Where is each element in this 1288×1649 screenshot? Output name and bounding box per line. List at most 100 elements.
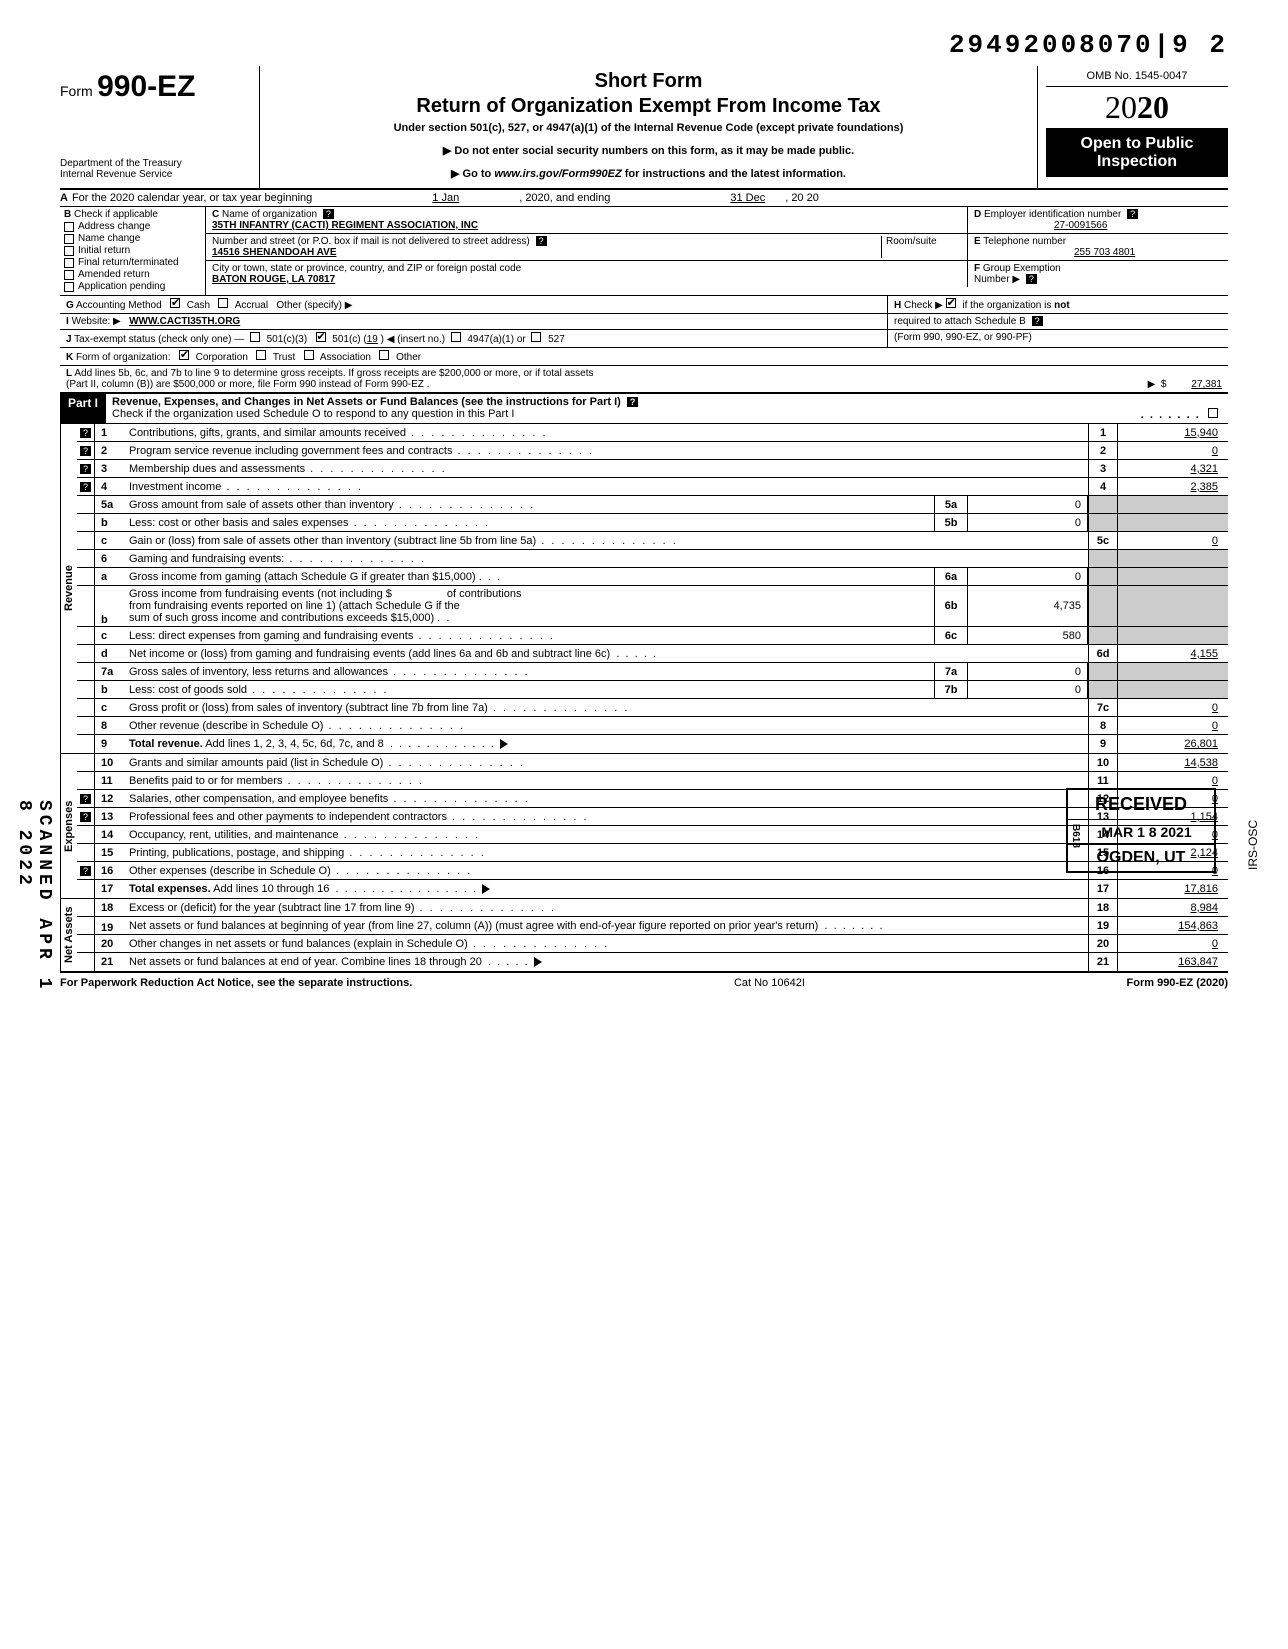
line-desc: Gross income from gaming (attach Schedul…: [125, 569, 934, 585]
chk-app-pending[interactable]: [64, 282, 74, 292]
form-line-7a: 7aGross sales of inventory, less returns…: [77, 663, 1228, 681]
help-icon: ?: [80, 866, 91, 876]
phone-value: 255 703 4801: [1074, 247, 1135, 258]
chk-address-change[interactable]: [64, 222, 74, 232]
h-text2: if the organization is: [962, 300, 1054, 311]
lbl-501c: 501(c) (: [332, 334, 366, 345]
scanned-stamp: SCANNED APR 1 8 2022: [14, 800, 54, 1019]
col-b: B Check if applicable Address change Nam…: [60, 207, 206, 295]
line-number: 3: [95, 463, 125, 475]
right-line-no: [1088, 663, 1118, 680]
h-not: not: [1054, 300, 1070, 311]
row-a-text: For the 2020 calendar year, or tax year …: [72, 192, 312, 204]
right-line-no: 4: [1088, 478, 1118, 495]
line-number: c: [95, 535, 125, 547]
city-lbl: City or town, state or province, country…: [212, 263, 521, 274]
form-line-6d: dNet income or (loss) from gaming and fu…: [77, 645, 1228, 663]
line-number: 1: [95, 427, 125, 439]
form-line-9: 9Total revenue. Add lines 1, 2, 3, 4, 5c…: [77, 735, 1228, 753]
line-desc: Gaming and fundraising events:: [125, 551, 1088, 567]
stamp-b618: B618: [1070, 824, 1081, 848]
chk-schedule-o[interactable]: [1208, 408, 1218, 418]
right-line-val: 0: [1118, 532, 1228, 549]
chk-527[interactable]: [531, 332, 541, 342]
h-text5: (Form 990, 990-EZ, or 990-PF): [894, 332, 1032, 343]
line-desc: Less: cost or other basis and sales expe…: [125, 515, 934, 531]
f-label: F: [974, 263, 980, 274]
f-lbl2: Number ▶: [974, 274, 1020, 285]
line-number: 7a: [95, 666, 125, 678]
chk-initial-return[interactable]: [64, 246, 74, 256]
right-line-val: 0: [1118, 442, 1228, 459]
help-icon: ?: [80, 482, 91, 492]
d-label: D: [974, 209, 981, 220]
right-line-no: 1: [1088, 424, 1118, 441]
website-value: WWW.CACTI35TH.ORG: [129, 316, 240, 327]
line-number: 16: [95, 865, 125, 877]
right-line-no: 18: [1088, 899, 1118, 916]
chk-501c[interactable]: [316, 332, 326, 342]
footer-mid: Cat No 10642I: [734, 977, 805, 989]
goto-url: www.irs.gov/Form990EZ: [494, 168, 621, 180]
i-label: I: [66, 316, 69, 327]
chk-501c3[interactable]: [250, 332, 260, 342]
right-line-val: [1118, 496, 1228, 513]
right-line-val: [1118, 681, 1228, 698]
line-number: 4: [95, 481, 125, 493]
part1-checkline: Check if the organization used Schedule …: [112, 408, 514, 420]
tax-year: 2020: [1046, 87, 1228, 129]
form-subtitle: Under section 501(c), 527, or 4947(a)(1)…: [268, 122, 1029, 134]
h-label: H: [894, 300, 901, 311]
row-a-tail: , 20 20: [785, 192, 819, 204]
form-line-19: 19Net assets or fund balances at beginni…: [77, 917, 1228, 935]
line-number: 20: [95, 938, 125, 950]
help-icon: ?: [80, 794, 91, 804]
chk-amended[interactable]: [64, 270, 74, 280]
form-line-11: 11Benefits paid to or for members110: [77, 772, 1228, 790]
line-desc: Membership dues and assessments: [125, 461, 1088, 477]
mid-line-val: 0: [968, 681, 1088, 698]
line-desc: Contributions, gifts, grants, and simila…: [125, 425, 1088, 441]
right-line-no: [1088, 681, 1118, 698]
chk-cash[interactable]: [170, 298, 180, 308]
chk-trust[interactable]: [256, 350, 266, 360]
right-line-val: 0: [1118, 772, 1228, 789]
right-line-val: 0: [1118, 717, 1228, 734]
help-icon: ?: [80, 812, 91, 822]
help-icon: ?: [1032, 316, 1043, 326]
mid-line-no: 5b: [934, 514, 968, 531]
chk-name-change[interactable]: [64, 234, 74, 244]
row-a: A For the 2020 calendar year, or tax yea…: [60, 190, 1228, 207]
line-desc: Other expenses (describe in Schedule O): [125, 863, 1088, 879]
lbl-501c-post: ) ◀ (insert no.): [381, 334, 445, 345]
line-number: 10: [95, 757, 125, 769]
j-label: J: [66, 334, 72, 345]
form-line-18: 18Excess or (deficit) for the year (subt…: [77, 899, 1228, 917]
help-icon: ?: [627, 397, 639, 407]
chk-other-org[interactable]: [379, 350, 389, 360]
line-number: b: [95, 684, 125, 696]
help-icon: ?: [80, 464, 91, 474]
lbl-accrual: Accrual: [235, 300, 268, 311]
line-number: a: [95, 571, 125, 583]
chk-4947[interactable]: [451, 332, 461, 342]
chk-accrual[interactable]: [218, 298, 228, 308]
line-desc: Salaries, other compensation, and employ…: [125, 791, 1088, 807]
e-label: E: [974, 236, 981, 247]
chk-not-required[interactable]: [946, 298, 956, 308]
line-desc: Program service revenue including govern…: [125, 443, 1088, 459]
form-line-21: 21Net assets or fund balances at end of …: [77, 953, 1228, 971]
form-line-5a: 5aGross amount from sale of assets other…: [77, 496, 1228, 514]
chk-final-return[interactable]: [64, 258, 74, 268]
chk-assoc[interactable]: [304, 350, 314, 360]
chk-corp[interactable]: [179, 350, 189, 360]
b-checkif: Check if applicable: [74, 209, 158, 220]
l-text2: (Part II, column (B)) are $500,000 or mo…: [66, 379, 429, 390]
lbl-assoc: Association: [320, 352, 371, 363]
line-desc: Occupancy, rent, utilities, and maintena…: [125, 827, 1088, 843]
right-line-no: 11: [1088, 772, 1118, 789]
right-line-no: 2: [1088, 442, 1118, 459]
received-stamp: RECEIVED B618MAR 1 8 2021 OGDEN, UT: [1066, 788, 1216, 873]
ein-value: 27-0091566: [1054, 220, 1107, 231]
mid-line-no: 5a: [934, 496, 968, 513]
